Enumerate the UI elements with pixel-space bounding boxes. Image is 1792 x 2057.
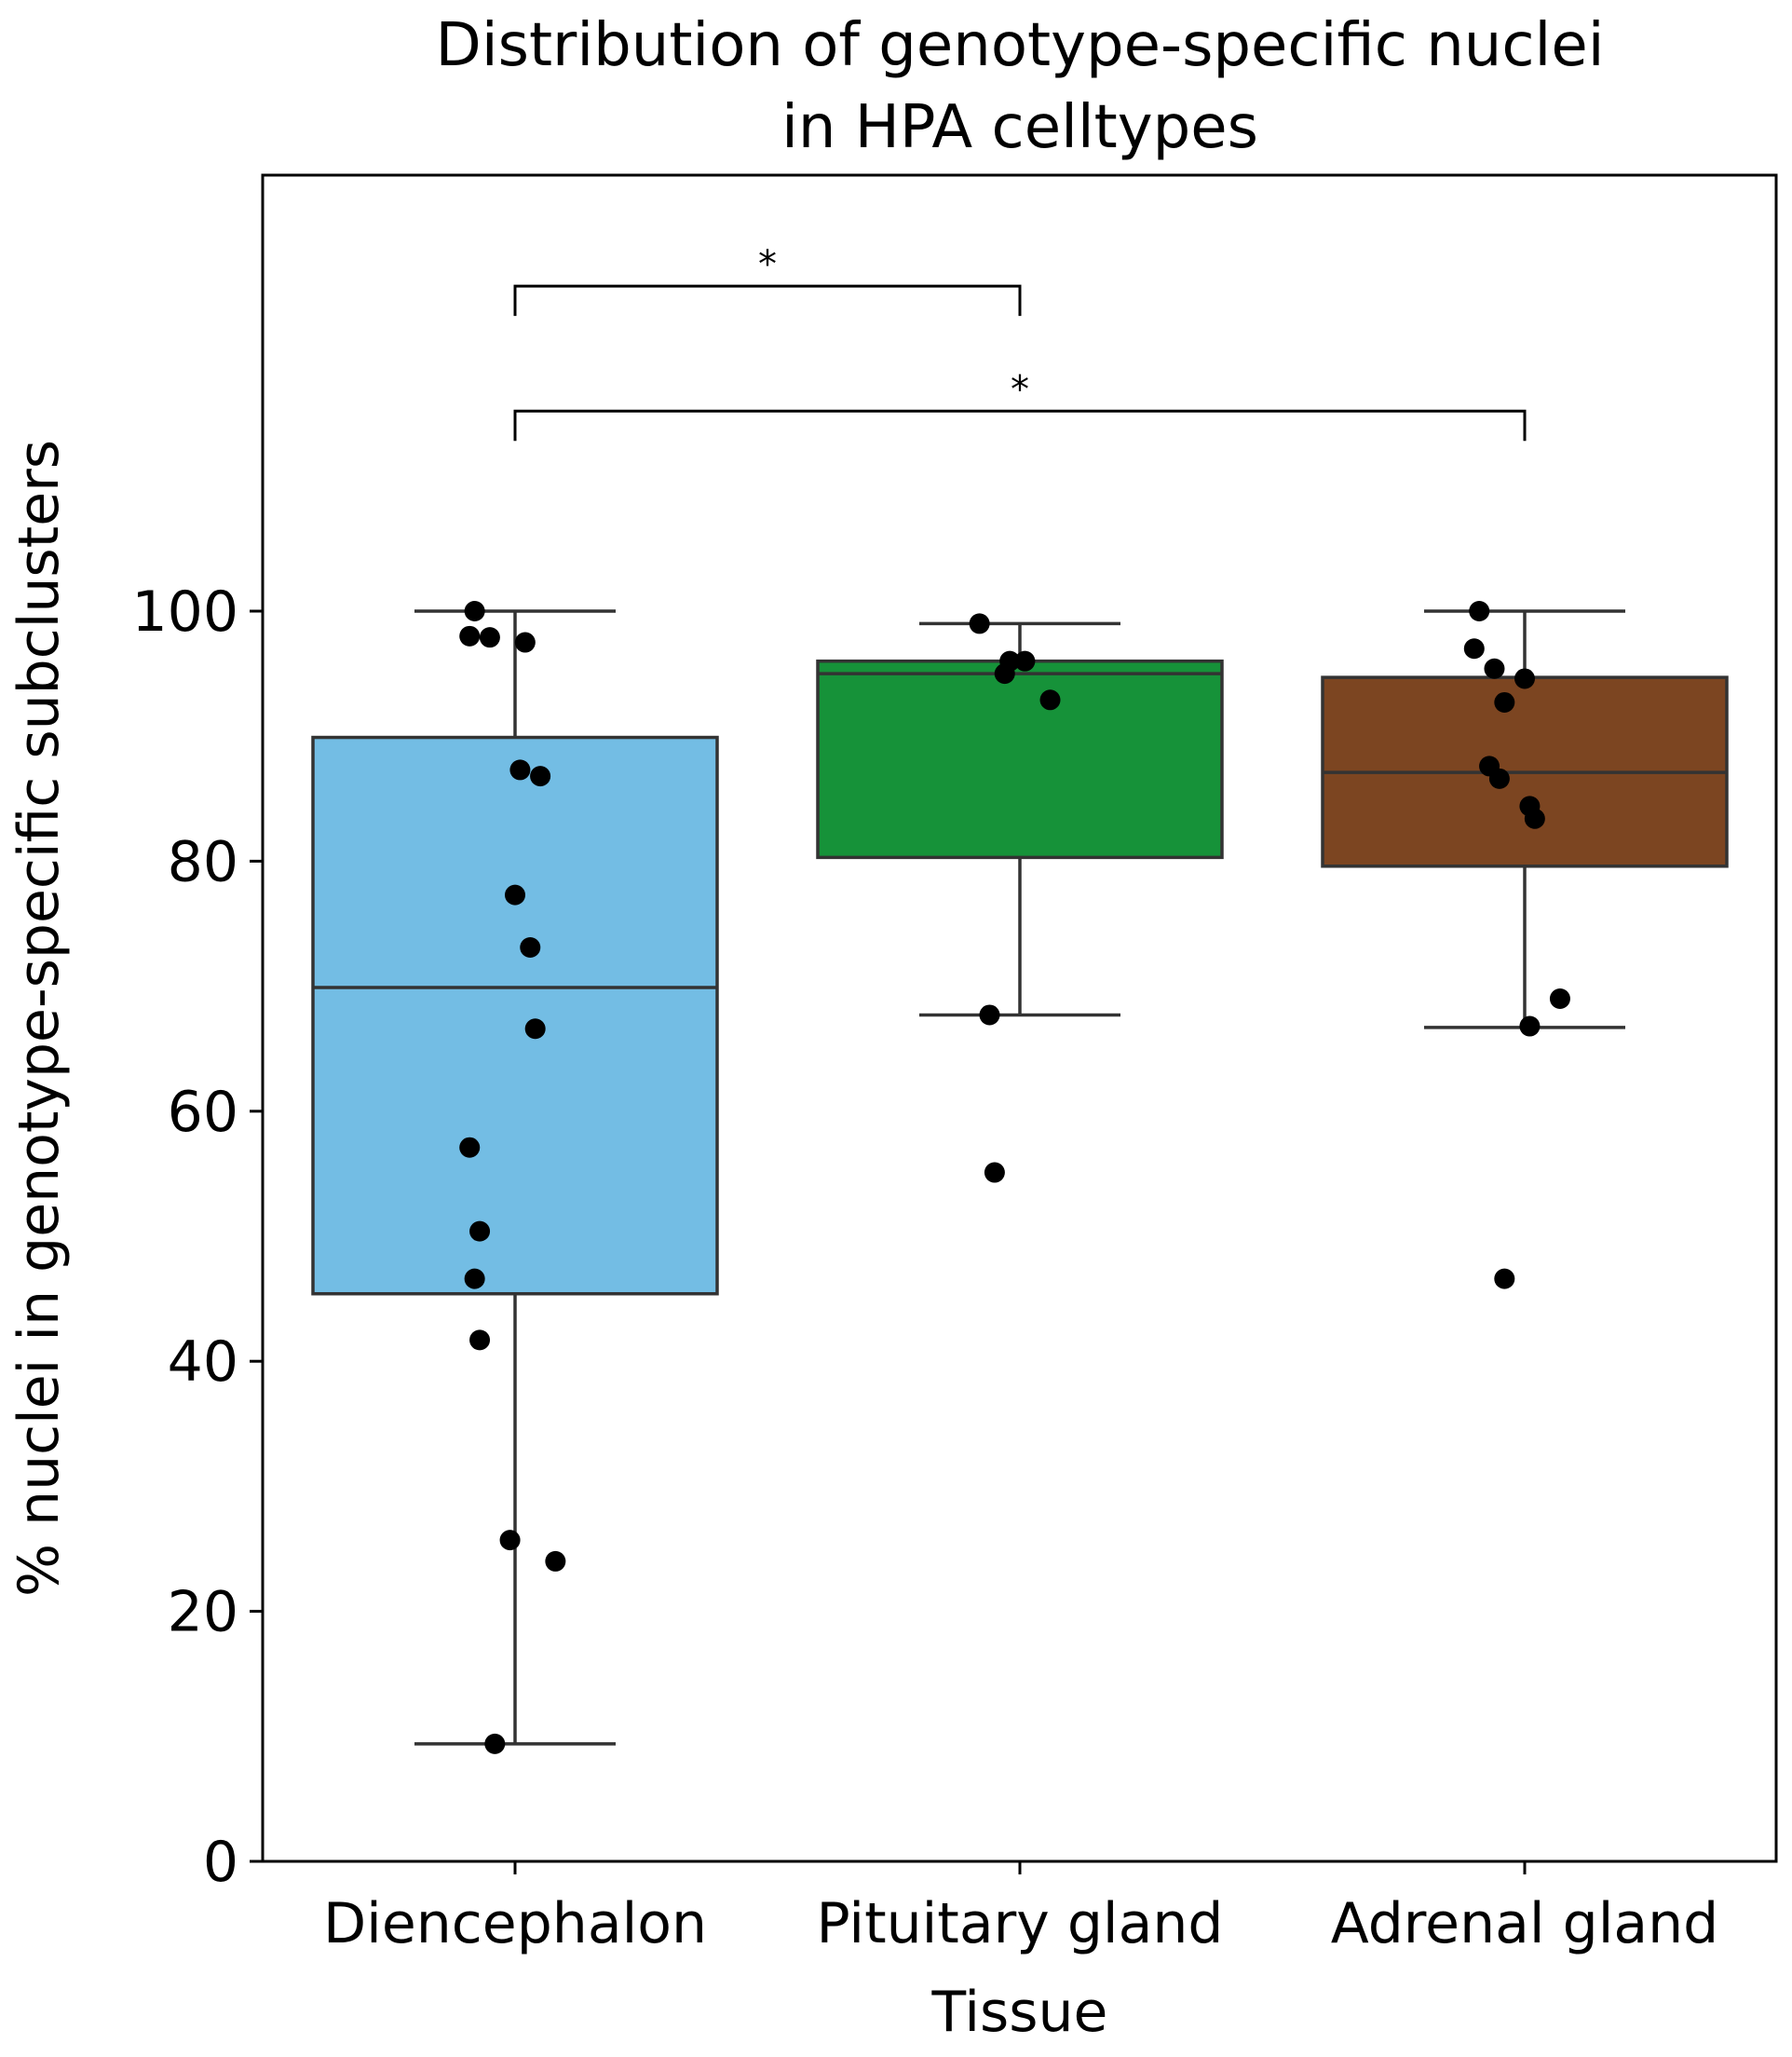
box-group-pituitary-gland xyxy=(816,621,1224,1017)
data-point xyxy=(1488,768,1510,789)
data-point xyxy=(994,663,1015,685)
significance-label: * xyxy=(758,243,777,286)
x-axis-label: Tissue xyxy=(931,1980,1108,2045)
data-point xyxy=(514,632,536,653)
data-point xyxy=(1494,1268,1515,1289)
box-iqr xyxy=(816,659,1224,860)
data-point xyxy=(1484,658,1505,679)
significance-bracket xyxy=(513,284,1022,317)
data-point xyxy=(1494,691,1515,713)
data-point xyxy=(469,1220,491,1242)
plot-area: ** xyxy=(311,243,1729,1754)
data-point xyxy=(479,627,500,648)
x-axis: Diencephalon Pituitary gland Adrenal gland xyxy=(323,1861,1718,1956)
data-point xyxy=(969,613,990,634)
data-point xyxy=(524,1018,546,1040)
y-tick-label: 20 xyxy=(168,1580,238,1645)
data-point xyxy=(505,884,525,906)
data-point xyxy=(520,936,541,958)
box-group-diencephalon xyxy=(311,609,719,1746)
data-point xyxy=(499,1530,521,1551)
data-point xyxy=(1014,650,1036,672)
data-point xyxy=(984,1162,1005,1183)
y-axis-label: % nuclei in genotype-specific subcluster… xyxy=(7,440,72,1597)
data-point xyxy=(469,1329,491,1351)
x-tick-label: Diencephalon xyxy=(323,1891,707,1956)
significance-bracket xyxy=(513,409,1527,442)
data-point xyxy=(1519,1015,1541,1037)
data-point xyxy=(1524,808,1545,829)
data-point xyxy=(530,766,551,787)
x-tick-label: Adrenal gland xyxy=(1331,1891,1719,1956)
data-point xyxy=(1469,601,1490,621)
box-group-adrenal-gland xyxy=(1321,609,1729,1029)
data-point xyxy=(1039,689,1061,711)
chart-title-line-1: Distribution of genotype-specific nuclei xyxy=(436,11,1605,80)
y-tick-label: 100 xyxy=(131,579,238,645)
box-iqr xyxy=(311,735,719,1296)
y-tick-label: 40 xyxy=(168,1329,238,1395)
data-point xyxy=(1549,988,1570,1010)
data-point xyxy=(484,1733,506,1754)
data-point xyxy=(1514,668,1535,689)
significance-label: * xyxy=(1011,368,1029,411)
chart-title-line-2: in HPA celltypes xyxy=(781,93,1258,162)
data-point xyxy=(979,1004,1000,1026)
y-axis: 0 20 40 60 80 100 xyxy=(131,579,263,1895)
data-point xyxy=(459,625,481,647)
y-tick-label: 0 xyxy=(203,1830,238,1895)
data-point xyxy=(464,1268,485,1289)
y-tick-label: 60 xyxy=(168,1080,238,1145)
data-point xyxy=(459,1137,481,1158)
x-tick-label: Pituitary gland xyxy=(817,1891,1224,1956)
data-point xyxy=(464,601,485,621)
data-point xyxy=(509,759,531,781)
data-point xyxy=(1463,638,1485,660)
data-point xyxy=(545,1550,566,1572)
y-tick-label: 80 xyxy=(168,829,238,894)
